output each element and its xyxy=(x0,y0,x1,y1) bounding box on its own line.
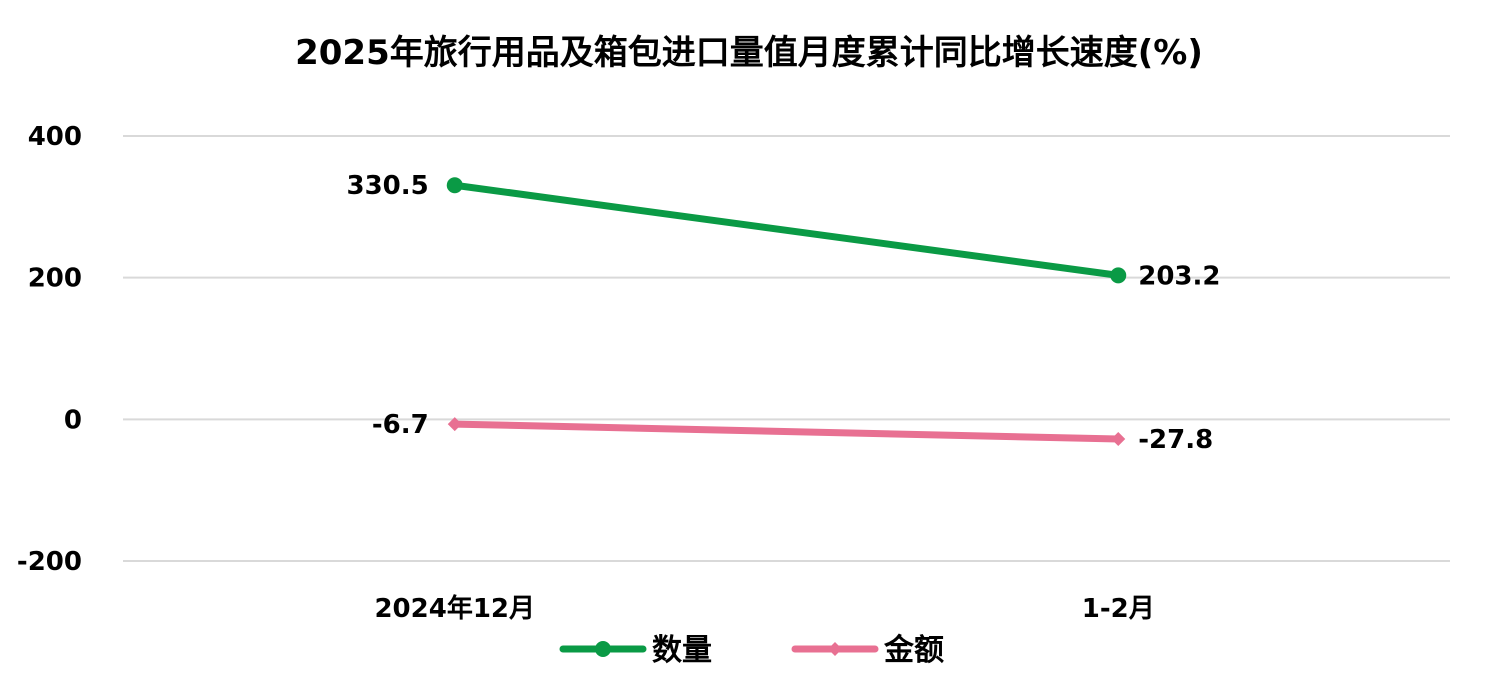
legend-item: 数量 xyxy=(559,633,712,668)
data-label: -6.7 xyxy=(372,410,429,440)
legend-label: 金额 xyxy=(883,633,944,668)
series-line-1 xyxy=(451,181,1122,279)
data-point-diamond xyxy=(1111,432,1126,447)
gridlines xyxy=(123,135,1450,562)
data-point-diamond xyxy=(447,417,462,432)
x-tick-label: 2024年12月 xyxy=(374,593,535,624)
data-label: 330.5 xyxy=(347,171,429,201)
series-line-2 xyxy=(451,420,1122,443)
data-point-circle xyxy=(446,177,463,194)
y-tick-label: 0 xyxy=(64,405,82,435)
data-labels: 330.5 203.2 -6.7 -27.8 xyxy=(347,171,1221,455)
legend-item: 金额 xyxy=(791,633,944,668)
legend-marker-circle xyxy=(595,641,611,657)
chart-title: 2025年旅行用品及箱包进口量值月度累计同比增长速度(%) xyxy=(295,33,1203,73)
series-lines xyxy=(446,177,1127,447)
x-axis-tick-labels: 2024年12月 1-2月 xyxy=(374,593,1154,624)
legend-label: 数量 xyxy=(652,633,712,668)
legend-marker-diamond xyxy=(828,642,842,656)
data-point-circle xyxy=(1110,267,1127,284)
data-label: -27.8 xyxy=(1138,425,1213,455)
legend: 数量 金额 xyxy=(559,633,944,668)
y-axis-tick-labels: 400 200 0 -200 xyxy=(17,122,82,577)
y-tick-label: -200 xyxy=(17,547,82,577)
y-tick-label: 200 xyxy=(28,264,82,294)
y-tick-label: 400 xyxy=(28,122,82,152)
data-label: 203.2 xyxy=(1138,261,1220,291)
x-tick-label: 1-2月 xyxy=(1082,594,1155,624)
